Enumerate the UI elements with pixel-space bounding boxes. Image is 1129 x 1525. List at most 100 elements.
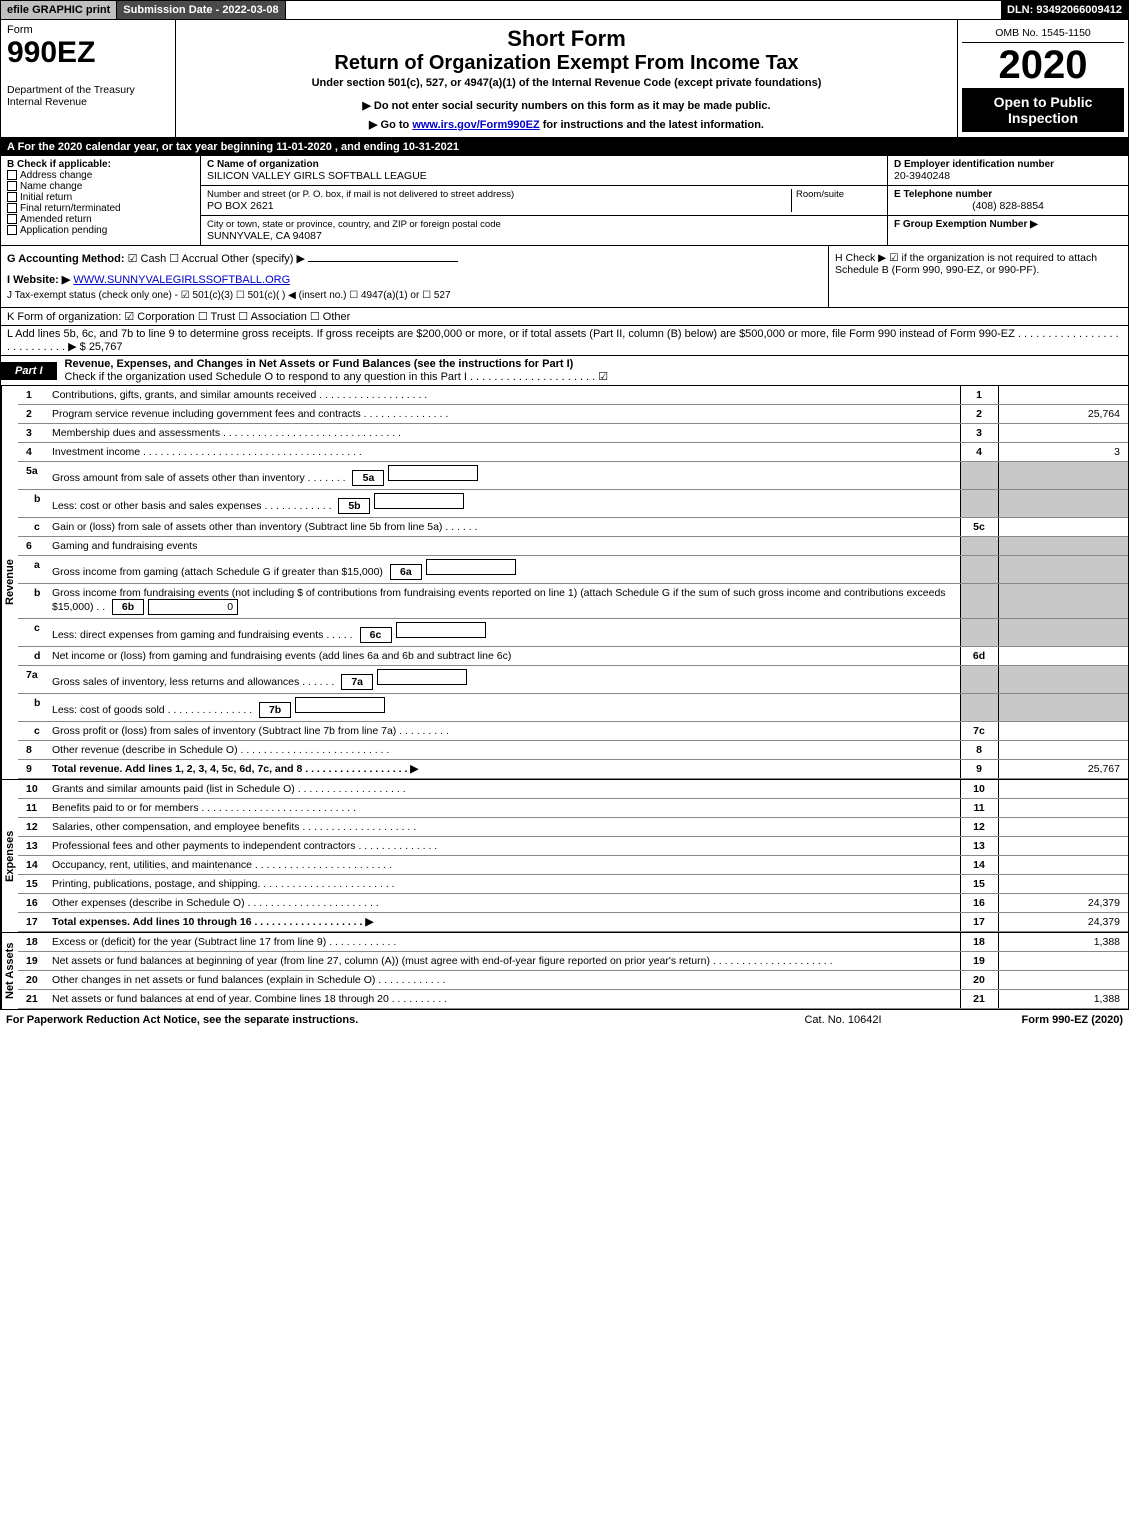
line-number: c [18,722,48,741]
line-number: c [18,619,48,647]
line-value: 25,764 [998,405,1128,424]
irs-link[interactable]: www.irs.gov/Form990EZ [412,119,539,131]
line-number: 21 [18,990,48,1009]
line-desc: Net income or (loss) from gaming and fun… [48,647,960,666]
b-name-change[interactable]: Name change [7,181,194,192]
line-desc: Gross sales of inventory, less returns a… [48,666,960,694]
part-i-header: Part I Revenue, Expenses, and Changes in… [0,356,1129,386]
line-row: 2Program service revenue including gover… [18,405,1128,424]
line-value [998,952,1128,971]
line-number: 15 [18,875,48,894]
line-box: 12 [960,818,998,837]
part-i-label: Part I [1,362,57,380]
line-desc: Investment income . . . . . . . . . . . … [48,443,960,462]
line-row: bGross income from fundraising events (n… [18,584,1128,619]
line-desc: Other changes in net assets or fund bala… [48,971,960,990]
title-return: Return of Organization Exempt From Incom… [182,52,951,75]
part-i-check: Check if the organization used Schedule … [65,371,609,383]
line-box [960,462,998,490]
line-row: 6Gaming and fundraising events [18,537,1128,556]
line-value [998,518,1128,537]
line-row: 1Contributions, gifts, grants, and simil… [18,386,1128,405]
line-number: 9 [18,760,48,779]
line-box: 8 [960,741,998,760]
b-amended-return[interactable]: Amended return [7,214,194,225]
line-box [960,694,998,722]
line-row: aGross income from gaming (attach Schedu… [18,556,1128,584]
ssn-warning: ▶ Do not enter social security numbers o… [182,99,951,112]
info-grid: B Check if applicable: Address change Na… [0,156,1129,246]
line-value: 25,767 [998,760,1128,779]
line-value [998,490,1128,518]
line-row: 14Occupancy, rent, utilities, and mainte… [18,856,1128,875]
line-number: 14 [18,856,48,875]
b-application-pending[interactable]: Application pending [7,225,194,236]
line-desc: Less: cost or other basis and sales expe… [48,490,960,518]
g-label: G Accounting Method: [7,253,125,265]
line-number: 2 [18,405,48,424]
line-row: 9Total revenue. Add lines 1, 2, 3, 4, 5c… [18,760,1128,779]
title-short-form: Short Form [182,26,951,52]
efile-print-button[interactable]: efile GRAPHIC print [1,1,117,19]
b-initial-return[interactable]: Initial return [7,192,194,203]
line-number: 16 [18,894,48,913]
line-value [998,462,1128,490]
revenue-section: Revenue 1Contributions, gifts, grants, a… [0,386,1129,779]
a-period-line: A For the 2020 calendar year, or tax yea… [0,138,1129,156]
org-name: SILICON VALLEY GIRLS SOFTBALL LEAGUE [207,170,881,182]
ein-value: 20-3940248 [894,170,1122,182]
header-right: OMB No. 1545-1150 2020 Open to Public In… [958,20,1128,137]
goto-line: ▶ Go to www.irs.gov/Form990EZ for instru… [182,118,951,131]
line-number: d [18,647,48,666]
b-address-change[interactable]: Address change [7,170,194,181]
line-value [998,647,1128,666]
line-number: 6 [18,537,48,556]
dln: DLN: 93492066009412 [1001,1,1128,19]
line-box: 4 [960,443,998,462]
section-c: C Name of organization SILICON VALLEY GI… [201,156,888,245]
line-number: 18 [18,933,48,952]
line-desc: Gross income from fundraising events (no… [48,584,960,619]
line-desc: Gain or (loss) from sale of assets other… [48,518,960,537]
line-row: 18Excess or (deficit) for the year (Subt… [18,933,1128,952]
line-desc: Total expenses. Add lines 10 through 16 … [48,913,960,932]
header-left: Form 990EZ Department of the Treasury In… [1,20,176,137]
line-box [960,537,998,556]
j-tax-exempt: J Tax-exempt status (check only one) - ☑… [7,290,822,301]
org-address: PO BOX 2621 [207,200,791,212]
line-row: 19Net assets or fund balances at beginni… [18,952,1128,971]
line-number: 13 [18,837,48,856]
line-value [998,799,1128,818]
revenue-table: 1Contributions, gifts, grants, and simil… [18,386,1128,779]
line-row: 7aGross sales of inventory, less returns… [18,666,1128,694]
line-number: 11 [18,799,48,818]
open-to-public: Open to Public Inspection [962,88,1124,132]
line-box: 7c [960,722,998,741]
line-value: 24,379 [998,913,1128,932]
line-row: 3Membership dues and assessments . . . .… [18,424,1128,443]
line-value: 1,388 [998,933,1128,952]
line-value [998,741,1128,760]
line-desc: Other revenue (describe in Schedule O) .… [48,741,960,760]
line-value [998,537,1128,556]
line-number: b [18,694,48,722]
line-number: 5a [18,462,48,490]
website-link[interactable]: WWW.SUNNYVALEGIRLSSOFTBALL.ORG [73,274,290,286]
omb-number: OMB No. 1545-1150 [962,24,1124,43]
line-box [960,584,998,619]
footer-cat: Cat. No. 10642I [743,1014,943,1026]
line-value: 24,379 [998,894,1128,913]
gh-row: G Accounting Method: ☑ Cash ☐ Accrual Ot… [0,246,1129,308]
line-row: 13Professional fees and other payments t… [18,837,1128,856]
b-final-return[interactable]: Final return/terminated [7,203,194,214]
line-row: 21Net assets or fund balances at end of … [18,990,1128,1009]
line-row: bLess: cost or other basis and sales exp… [18,490,1128,518]
line-box: 18 [960,933,998,952]
line-desc: Less: cost of goods sold . . . . . . . .… [48,694,960,722]
line-value [998,837,1128,856]
header-mid: Short Form Return of Organization Exempt… [176,20,958,137]
line-row: 15Printing, publications, postage, and s… [18,875,1128,894]
line-box [960,556,998,584]
line-number: 10 [18,780,48,799]
line-desc: Professional fees and other payments to … [48,837,960,856]
